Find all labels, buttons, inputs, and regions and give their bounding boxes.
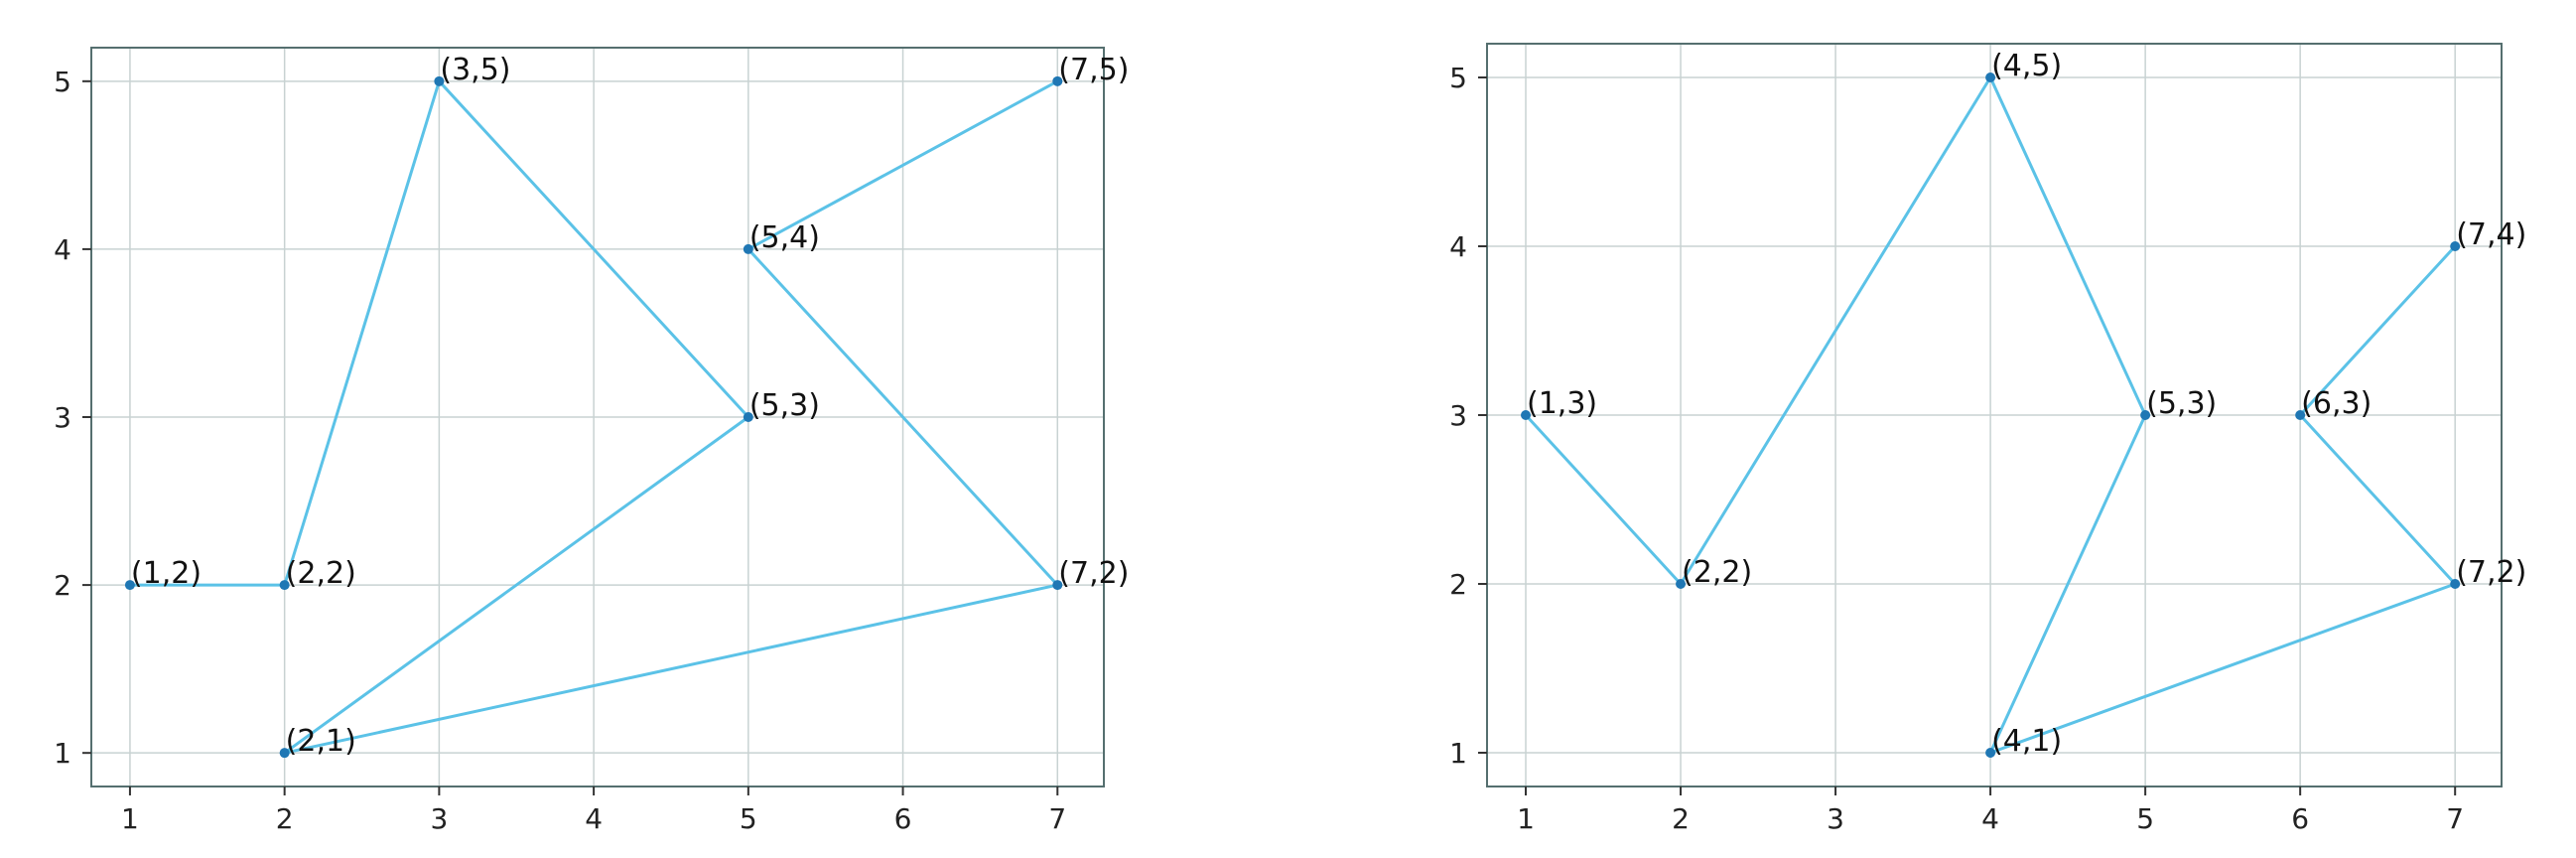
data-point [2140, 410, 2151, 420]
point-label: (2,2) [286, 556, 356, 591]
data-point [2450, 241, 2461, 251]
x-tick-label: 2 [276, 802, 294, 835]
point-label: (5,4) [749, 220, 820, 255]
y-tick-label: 2 [1449, 568, 1467, 601]
data-point [1985, 72, 1996, 82]
x-tick-label: 5 [2136, 802, 2154, 835]
point-label: (4,5) [1991, 49, 2062, 83]
x-tick-label: 6 [2291, 802, 2309, 835]
x-tick-label: 1 [1517, 802, 1535, 835]
point-label: (6,3) [2301, 386, 2372, 421]
data-point [124, 580, 135, 591]
data-point [2295, 410, 2306, 420]
point-label: (2,2) [1682, 555, 1752, 590]
x-tick-label: 5 [740, 802, 757, 835]
x-tick-label: 1 [121, 802, 139, 835]
y-tick-label: 3 [1449, 399, 1467, 432]
x-tick-label: 7 [1048, 802, 1066, 835]
data-point [1676, 579, 1687, 589]
x-tick-label: 3 [430, 802, 448, 835]
point-label: (7,2) [1058, 556, 1129, 591]
point-label: (3,5) [440, 53, 510, 87]
y-tick-label: 4 [1449, 230, 1467, 263]
y-tick-label: 1 [54, 737, 71, 770]
point-label: (4,1) [1991, 724, 2062, 759]
y-tick-label: 4 [54, 233, 71, 266]
point-label: (5,3) [2146, 386, 2217, 421]
data-point [1052, 580, 1063, 591]
x-tick-label: 4 [585, 802, 603, 835]
data-point [743, 243, 753, 254]
data-point [1052, 75, 1063, 86]
data-point [2450, 579, 2461, 589]
y-tick-label: 3 [54, 401, 71, 434]
point-label: (7,2) [2456, 555, 2526, 590]
point-label: (7,4) [2456, 217, 2526, 252]
data-point [279, 580, 290, 591]
point-label: (7,5) [1058, 53, 1129, 87]
y-tick-label: 5 [1449, 62, 1467, 94]
data-point [1521, 410, 1532, 420]
point-label: (5,3) [749, 388, 820, 423]
x-tick-label: 3 [1827, 802, 1844, 835]
point-label: (1,2) [131, 556, 202, 591]
data-point [434, 75, 445, 86]
point-label: (2,1) [286, 724, 356, 759]
x-tick-label: 4 [1981, 802, 1999, 835]
y-tick-label: 2 [54, 569, 71, 602]
series-line [129, 79, 1059, 755]
x-tick-label: 6 [894, 802, 912, 835]
y-tick-label: 5 [54, 66, 71, 98]
data-point [1985, 748, 1996, 758]
x-tick-label: 2 [1672, 802, 1690, 835]
data-point [279, 748, 290, 759]
x-tick-label: 7 [2446, 802, 2464, 835]
y-tick-label: 1 [1449, 737, 1467, 770]
series-line [1524, 75, 2457, 755]
chart-left: 1 2 3 4 5 6 7 1 2 3 4 5 (1,2) (2,2) (3,5) (5,3) (2,1) (7,… [54, 47, 1129, 835]
data-point [743, 412, 753, 422]
point-label: (1,3) [1527, 386, 1597, 421]
chart-right: 1 2 3 4 5 6 7 1 2 3 4 5 (1,3) (2,2) (4,5) (5,3) (4,1) (7,… [1449, 43, 2526, 835]
